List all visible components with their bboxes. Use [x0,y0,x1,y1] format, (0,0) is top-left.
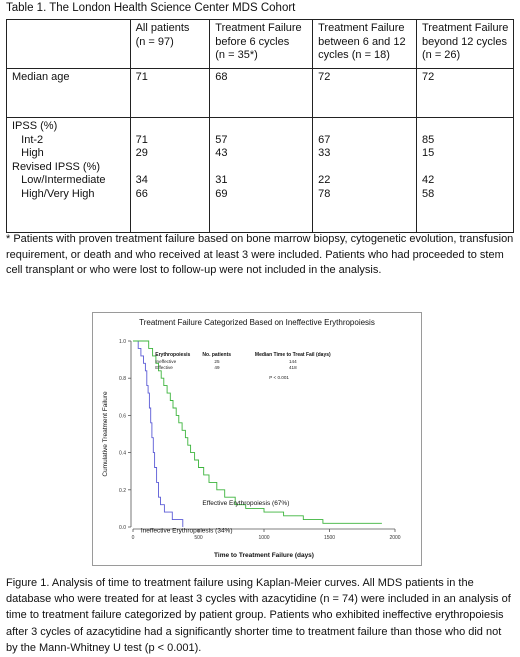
table-cell: 67 33 22 78 [312,117,417,233]
legend-header: Median Time to Treat Fail (days) [255,352,331,358]
cell-line [422,120,509,134]
cell-line: 71 [135,133,148,146]
cell-line: High [12,147,44,159]
series-label-effective: Effective Erythropoiesis (67%) [202,500,289,507]
figure-caption: Figure 1. Analysis of time to treatment … [6,577,511,654]
legend-cell: 418 [289,365,297,370]
table-header-row: All patients (n = 97) Treatment Failure be… [6,19,515,69]
cell-line: cycles (n = 18) [318,49,390,61]
x-tick-label: 0 [132,535,135,541]
cell-line: Treatment Failure [215,22,302,34]
legend-header: Erythropoiesis [155,352,190,358]
cell-line [422,161,509,175]
cell-line [136,161,206,175]
x-tick-label: 1000 [258,535,269,541]
p-value: P < 0.001 [269,375,289,380]
cell-line: Treatment Failure [421,22,509,34]
table-cell: 85 15 42 58 [415,117,515,233]
cell-line: 69 [215,187,228,200]
row-labels: IPSS (%) Int-2 High Revised IPSS (%) Low/… [6,117,131,233]
table-title: Table 1. The London Health Science Cente… [6,2,296,14]
table-cell: 71 [129,68,211,118]
cell-line: 22 [318,174,331,186]
cell-line: 85 [421,133,435,146]
cell-line: 57 [215,133,228,146]
cell-line: 78 [318,187,331,200]
x-axis-label: Time to Treatment Failure (days) [214,552,314,559]
table-cell: 72 [415,68,515,118]
legend-header: No. patients [202,352,231,358]
cell-line: Int-2 [12,133,44,146]
y-tick-label: 0.0 [119,525,126,531]
cell-line: 31 [215,174,228,186]
legend-cell: 144 [289,359,297,364]
y-tick-label: 1.0 [119,339,126,345]
series-line-0 [133,340,184,527]
cell-line: IPSS (%) [12,120,58,132]
x-tick-label: 2000 [389,535,400,541]
y-tick-label: 0.8 [119,376,126,382]
cell-line: 15 [421,147,435,159]
cell-line: between 6 and 12 [318,35,406,48]
cell-line: 42 [421,174,435,186]
km-figure: Treatment Failure Categorized Based on I… [92,312,422,566]
cell-line [215,161,308,175]
cell-line: All patients [135,22,190,34]
table-cell: 57 43 31 69 [209,117,314,233]
legend-cell: 25 [214,359,220,364]
table-cell: 71 29 34 66 [129,117,211,233]
header-cell [6,19,131,69]
series-line-1 [133,340,382,524]
cell-line: beyond 12 cycles [421,35,507,48]
cell-line: before 6 cycles [215,35,290,48]
cohort-table: All patients (n = 97) Treatment Failure be… [6,19,515,233]
cell-line: (n = 97) [135,35,174,48]
cell-line: (n = 26) [421,49,461,61]
y-axis-label: Cumulative Treatment Failure [102,391,109,477]
cell-line [318,161,412,175]
y-tick-label: 0.6 [119,413,126,419]
table-footnote: * Patients with proven treatment failure… [6,233,514,276]
header-cell: Treatment Failure beyond 12 cycles (n = 26… [415,19,515,69]
header-cell: Treatment Failure between 6 and 12 cycles … [312,19,417,69]
table-row-median-age: Median age 71 68 72 72 [6,68,515,118]
cell-line: 33 [318,147,331,159]
cell-line: 29 [135,147,148,159]
table-cell: 72 [312,68,417,118]
chart-title: Treatment Failure Categorized Based on I… [139,318,375,327]
cell-line: 66 [135,187,148,200]
series-label-ineffective: Ineffective Erythropoiesis (34%) [141,528,233,535]
y-tick-label: 0.2 [119,488,126,494]
cell-line: 67 [318,133,331,146]
header-cell: Treatment Failure before 6 cycles (n = 35*… [209,19,314,69]
legend-cell: Effective [155,365,173,370]
cell-line: Revised IPSS (%) [12,160,101,173]
table-row-ipss: IPSS (%) Int-2 High Revised IPSS (%) Low/… [6,117,515,233]
legend-cell: 49 [214,365,220,370]
cell-line [136,120,206,134]
x-tick-label: 1500 [324,535,335,541]
x-tick-label: 500 [194,535,203,541]
row-label: Median age [6,68,131,118]
cell-line [215,120,308,134]
cell-line: Treatment Failure [318,22,405,34]
cell-line [318,120,412,134]
header-cell: All patients (n = 97) [129,19,211,69]
cell-line: High/Very High [12,187,95,200]
cell-line: (n = 35*) [215,49,258,61]
cell-line: 58 [421,187,435,200]
cell-line: 43 [215,147,228,159]
cell-line: Low/Intermediate [12,174,106,186]
legend-cell: Ineffective [155,359,176,364]
cell-line: 34 [135,174,148,186]
km-chart: Treatment Failure Categorized Based on I… [102,318,401,559]
table-cell: 68 [209,68,314,118]
y-tick-label: 0.4 [119,451,126,457]
